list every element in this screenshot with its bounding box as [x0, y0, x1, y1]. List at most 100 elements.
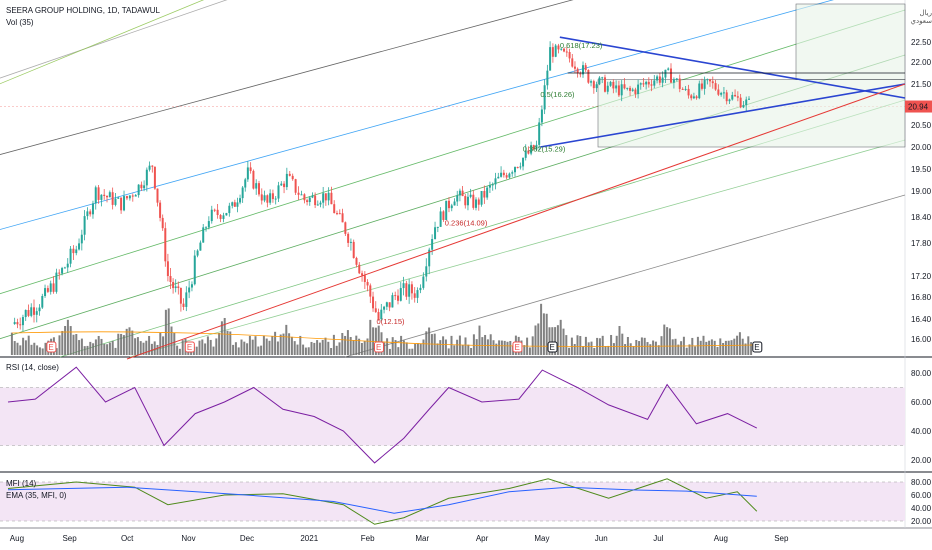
- candle-body: [324, 193, 327, 201]
- candle-body: [46, 288, 49, 292]
- mfi-label: MFI (14): [6, 479, 37, 488]
- volume-bar: [64, 325, 67, 355]
- candle-body: [582, 65, 585, 75]
- volume-bar: [170, 326, 173, 355]
- candle-body: [156, 188, 159, 203]
- volume-bar: [117, 333, 120, 355]
- channel-line: [0, 0, 574, 156]
- price-tick-label: 17.80: [911, 239, 932, 248]
- volume-bar: [136, 337, 139, 355]
- volume-bar: [727, 340, 730, 355]
- volume-bar: [30, 344, 33, 355]
- candle-body: [563, 48, 566, 52]
- candle-body: [231, 202, 234, 206]
- volume-bar: [97, 335, 100, 355]
- volume-bar: [27, 335, 30, 355]
- candle-body: [535, 144, 538, 150]
- volume-bar: [279, 334, 282, 355]
- candle-body: [546, 70, 549, 86]
- candle-body: [363, 275, 366, 282]
- candle-body: [347, 233, 350, 243]
- volume-bar: [419, 343, 422, 355]
- rsi-tick-label: 60.00: [911, 398, 932, 407]
- candle-body: [274, 198, 277, 200]
- candle-body: [266, 195, 269, 203]
- rsi-label: RSI (14, close): [6, 363, 59, 372]
- candle-body: [123, 196, 126, 211]
- candle-body: [145, 169, 148, 186]
- candle-body: [288, 173, 291, 176]
- volume-bar: [226, 330, 229, 355]
- volume-bar: [229, 331, 232, 355]
- candle-body: [695, 96, 698, 99]
- volume-bar: [16, 342, 19, 355]
- volume-bar: [316, 340, 319, 355]
- candle-body: [66, 263, 69, 268]
- volume-bar: [587, 342, 590, 355]
- time-tick-label: Apr: [476, 534, 489, 543]
- candle-body: [308, 197, 311, 203]
- volume-bar: [422, 339, 425, 355]
- candle-body: [330, 192, 333, 205]
- candle-body: [653, 80, 656, 86]
- volume-bar: [19, 345, 22, 355]
- time-tick-label: Feb: [361, 534, 375, 543]
- volume-bar: [694, 346, 697, 355]
- volume-bar: [654, 341, 657, 355]
- volume-bar: [159, 332, 162, 355]
- volume-bar: [400, 335, 403, 355]
- candle-body: [164, 228, 167, 262]
- volume-bar: [649, 344, 652, 355]
- candle-body: [182, 303, 185, 307]
- volume-bar: [671, 339, 674, 355]
- candle-body: [106, 195, 109, 198]
- candle-body: [177, 286, 180, 288]
- candle-body: [590, 81, 593, 83]
- candle-body: [720, 92, 723, 95]
- volume-bar: [335, 345, 338, 355]
- volume-bar: [486, 339, 489, 355]
- volume-bar: [346, 330, 349, 355]
- candle-body: [551, 47, 554, 57]
- candle-body: [626, 87, 629, 89]
- candle-body: [179, 287, 182, 304]
- candle-body: [377, 312, 380, 320]
- volume-bar: [500, 340, 503, 355]
- candle-body: [361, 273, 364, 276]
- candle-body: [439, 211, 442, 227]
- volume-bar: [201, 339, 204, 355]
- candle-body: [55, 272, 58, 292]
- candle-body: [174, 286, 177, 289]
- candle-body: [631, 89, 634, 91]
- candle-body: [257, 183, 260, 195]
- earnings-marker: E: [512, 341, 523, 353]
- channel-line: [0, 0, 834, 230]
- volume-bar: [265, 338, 268, 355]
- candle-body: [166, 261, 169, 277]
- price-tick-label: 17.20: [911, 272, 932, 281]
- volume-bar: [349, 337, 352, 355]
- candle-body: [83, 216, 86, 235]
- volume-bar: [444, 339, 447, 355]
- volume-bar: [747, 336, 750, 355]
- candle-body: [108, 192, 111, 198]
- volume-bar: [125, 328, 128, 355]
- volume-bar: [150, 343, 153, 355]
- volume-bar: [111, 340, 114, 355]
- candle-body: [394, 295, 397, 297]
- candle-body: [722, 92, 725, 94]
- candle-body: [612, 81, 615, 89]
- candle-body: [483, 190, 486, 198]
- volume-bar: [89, 341, 92, 355]
- volume-bar: [302, 344, 305, 355]
- candle-body: [475, 199, 477, 208]
- candle-body: [303, 194, 306, 201]
- volume-bar: [495, 343, 498, 355]
- volume-bar: [542, 313, 545, 355]
- volume-bar: [366, 338, 369, 355]
- candle-body: [13, 322, 16, 324]
- volume-bar: [545, 313, 548, 355]
- channel-line: [0, 9, 906, 295]
- volume-bar: [730, 340, 733, 355]
